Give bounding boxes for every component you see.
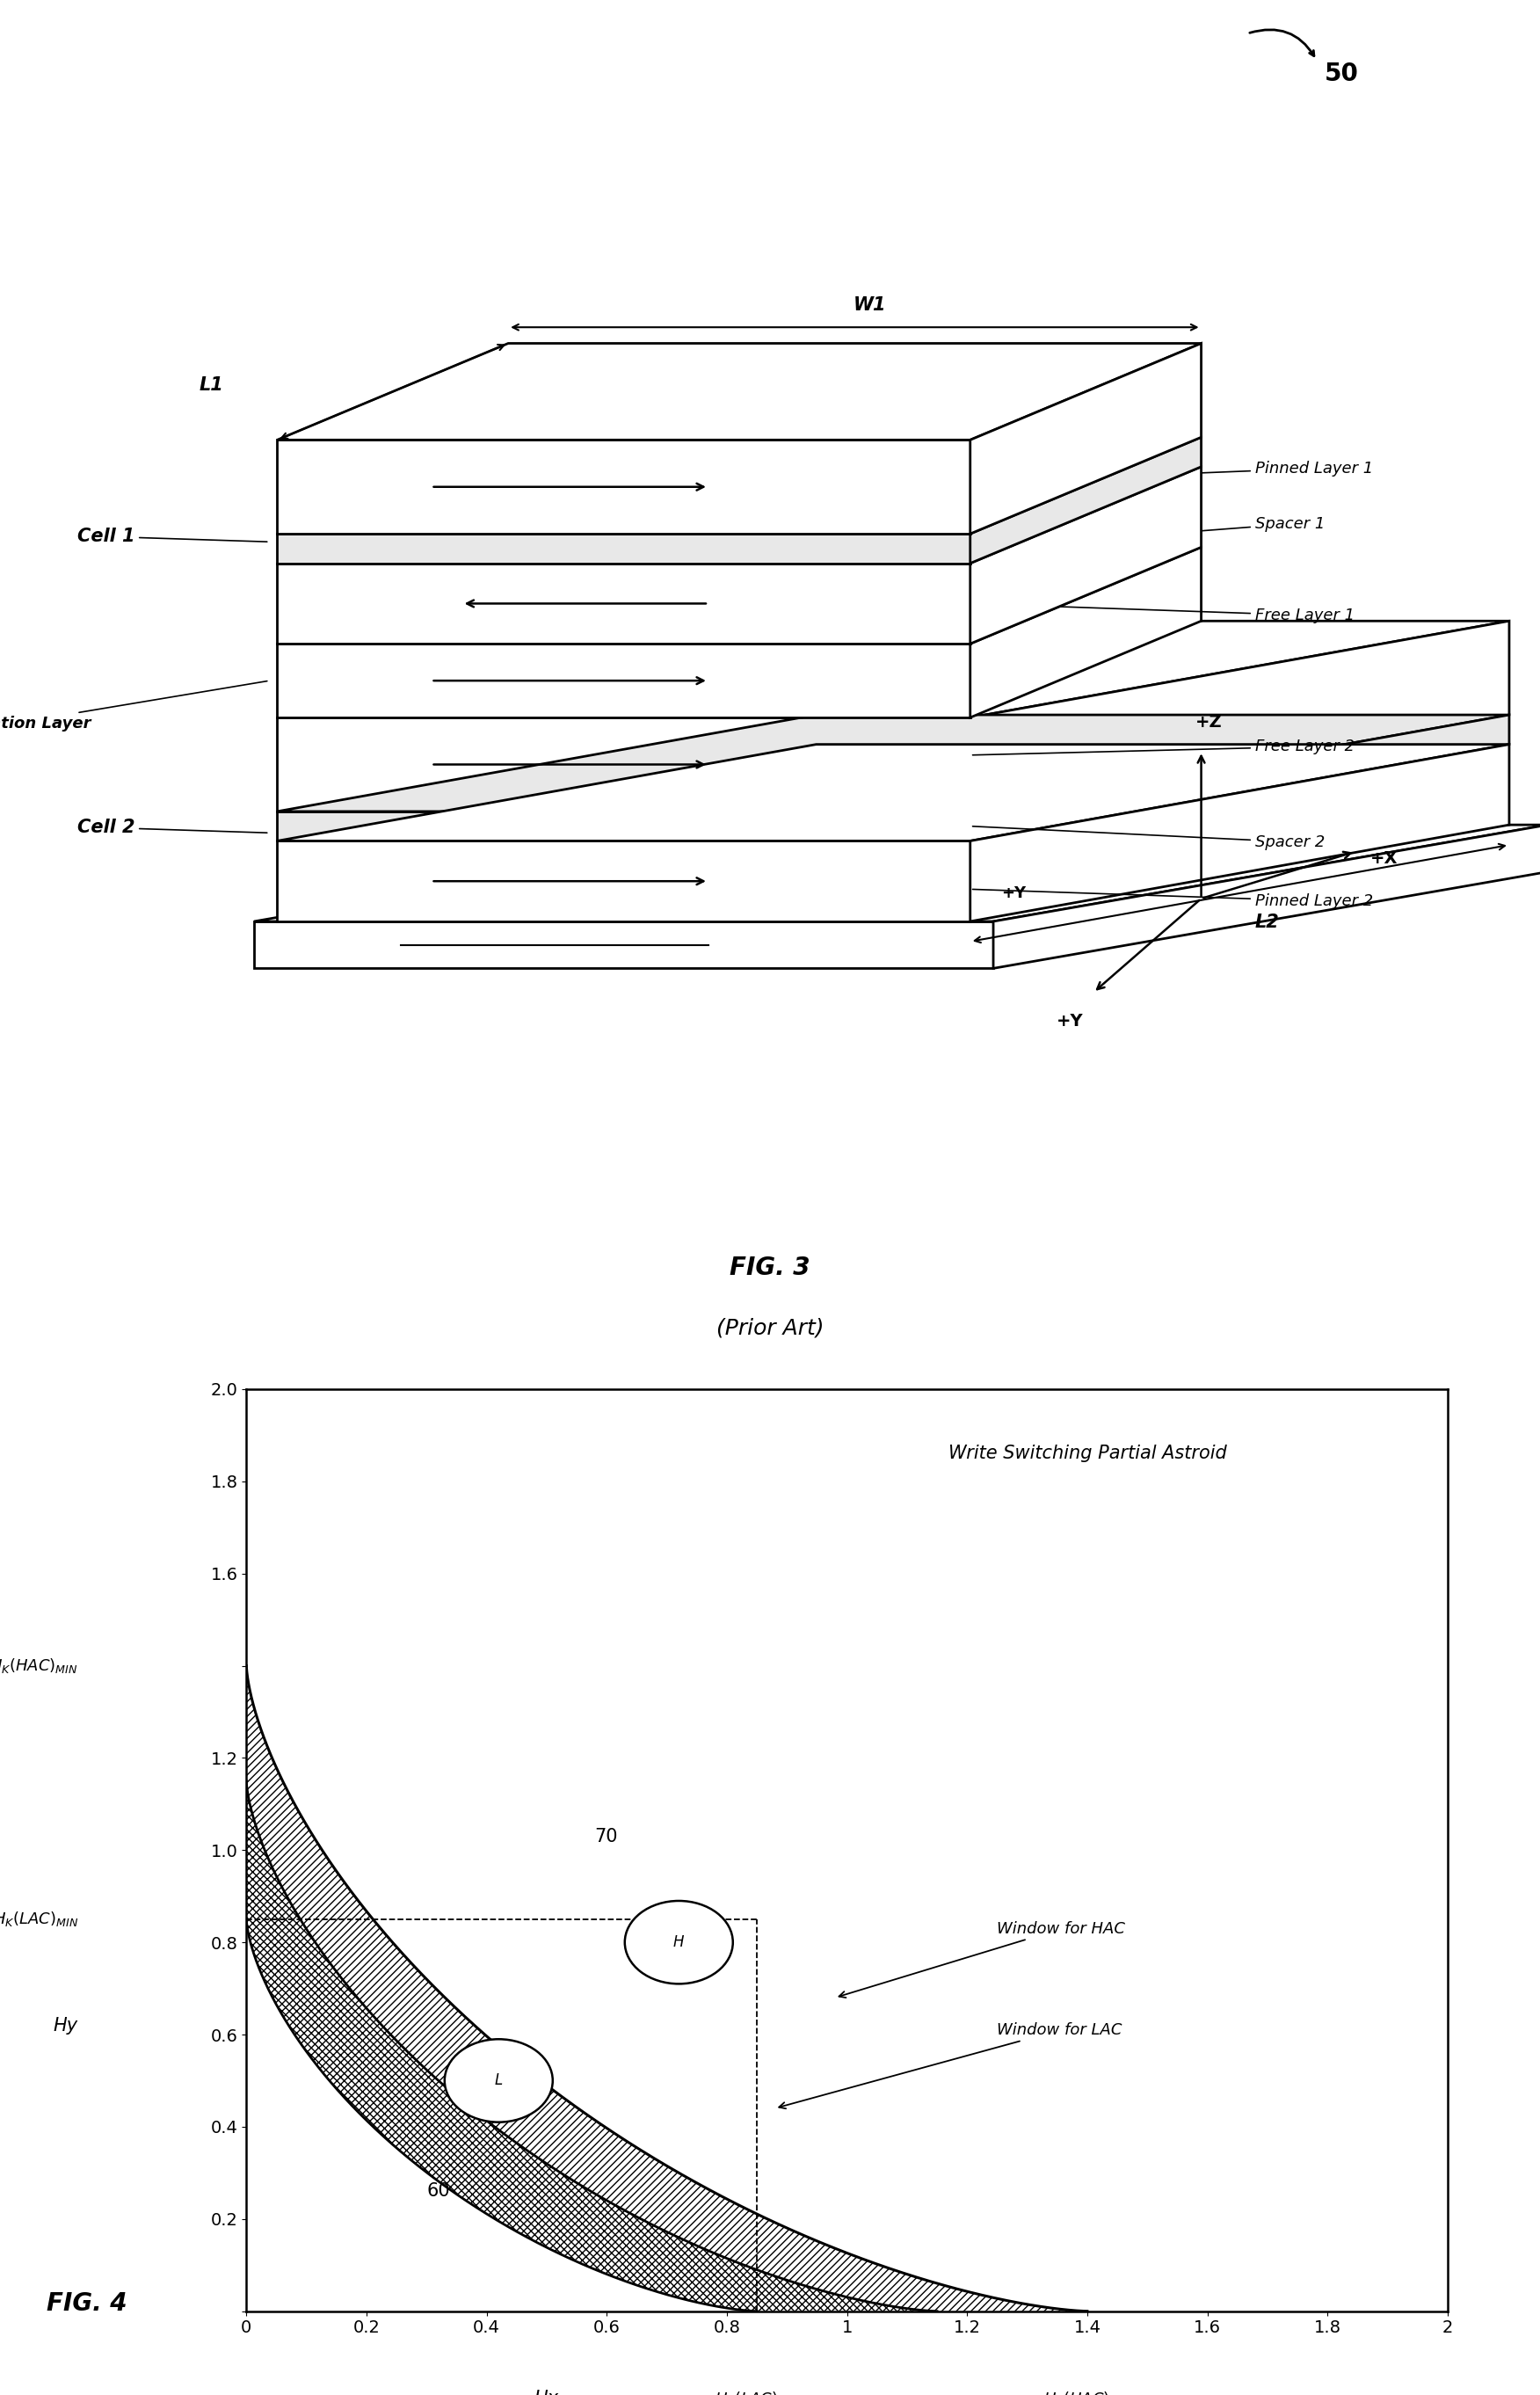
- Polygon shape: [970, 714, 1509, 841]
- Polygon shape: [993, 824, 1540, 968]
- Polygon shape: [970, 745, 1509, 922]
- Text: Free Layer 1: Free Layer 1: [973, 604, 1355, 623]
- Text: W1: W1: [853, 297, 887, 314]
- Text: 70: 70: [594, 1827, 618, 1847]
- Text: Spacer 1: Spacer 1: [973, 517, 1324, 548]
- Text: 60: 60: [427, 2182, 450, 2199]
- Polygon shape: [970, 467, 1201, 644]
- Text: Write Switching Partial Astroid: Write Switching Partial Astroid: [949, 1444, 1226, 1461]
- Polygon shape: [277, 441, 970, 534]
- Polygon shape: [970, 438, 1201, 563]
- Polygon shape: [277, 467, 1201, 563]
- Text: FIG. 4: FIG. 4: [46, 2292, 126, 2316]
- Text: Pinned Layer 2: Pinned Layer 2: [973, 889, 1374, 908]
- Text: +Z: +Z: [1195, 714, 1223, 730]
- Text: Pinned Layer 1: Pinned Layer 1: [973, 460, 1374, 481]
- Text: Hy: Hy: [54, 2017, 79, 2033]
- Text: +Y: +Y: [1001, 886, 1026, 901]
- Text: $H_K(HAC)_{MIN}$: $H_K(HAC)_{MIN}$: [1043, 2390, 1132, 2395]
- Polygon shape: [277, 534, 970, 563]
- Text: Window for LAC: Window for LAC: [779, 2021, 1123, 2108]
- Polygon shape: [277, 644, 970, 718]
- Polygon shape: [277, 563, 970, 644]
- Text: L1: L1: [199, 376, 223, 393]
- Polygon shape: [970, 620, 1509, 812]
- Text: $H_K(LAC)_{MIN}$: $H_K(LAC)_{MIN}$: [715, 2390, 799, 2395]
- Text: Free Layer 2: Free Layer 2: [973, 738, 1355, 754]
- Polygon shape: [970, 342, 1201, 534]
- Text: L: L: [494, 2072, 502, 2088]
- Polygon shape: [277, 620, 1509, 718]
- Polygon shape: [254, 824, 1540, 922]
- Polygon shape: [277, 714, 1509, 812]
- Text: (Prior Art): (Prior Art): [716, 1317, 824, 1339]
- Polygon shape: [277, 841, 970, 922]
- Text: Hx: Hx: [534, 2390, 559, 2395]
- Polygon shape: [277, 438, 1201, 534]
- Text: 50: 50: [1324, 62, 1358, 86]
- Polygon shape: [254, 922, 993, 968]
- Text: +Y: +Y: [1056, 1013, 1084, 1030]
- Polygon shape: [277, 342, 1201, 441]
- Text: $H_K(HAC)_{MIN}$: $H_K(HAC)_{MIN}$: [0, 1657, 79, 1674]
- Text: Separation Layer: Separation Layer: [0, 680, 266, 730]
- Text: L2: L2: [1255, 912, 1280, 932]
- Text: Cell 1: Cell 1: [77, 527, 266, 546]
- Polygon shape: [277, 745, 1509, 841]
- Polygon shape: [277, 546, 1201, 644]
- Text: Spacer 2: Spacer 2: [973, 826, 1324, 850]
- Text: Cell 2: Cell 2: [77, 819, 266, 836]
- Circle shape: [445, 2038, 553, 2122]
- Polygon shape: [277, 812, 970, 841]
- Text: H: H: [673, 1935, 684, 1950]
- Text: +X: +X: [1371, 850, 1398, 867]
- Polygon shape: [970, 546, 1201, 718]
- Text: FIG. 3: FIG. 3: [730, 1255, 810, 1279]
- Polygon shape: [277, 718, 970, 812]
- Circle shape: [625, 1902, 733, 1983]
- Text: $H_K(LAC)_{MIN}$: $H_K(LAC)_{MIN}$: [0, 1911, 79, 1928]
- Text: Window for HAC: Window for HAC: [839, 1921, 1126, 1997]
